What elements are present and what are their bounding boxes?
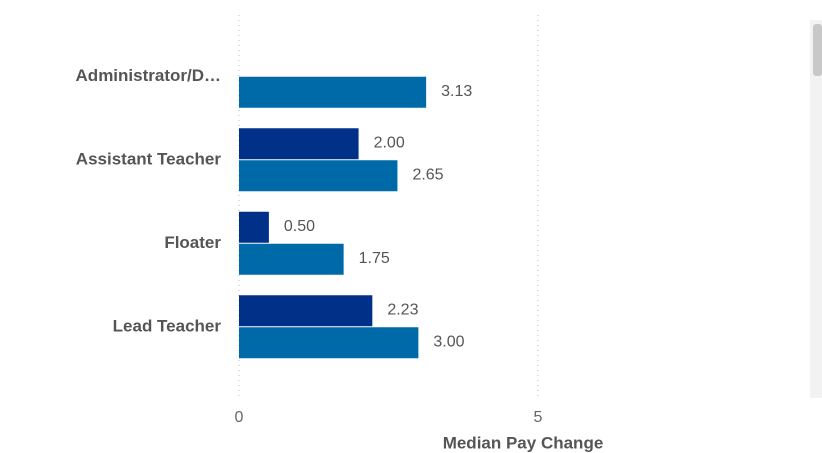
bar xyxy=(239,243,344,275)
category-label: Floater xyxy=(164,233,221,252)
category-label: Lead Teacher xyxy=(113,317,222,336)
x-axis-label: Median Pay Change xyxy=(443,433,604,452)
value-label: 0.50 xyxy=(284,218,315,235)
scrollbar-track[interactable] xyxy=(810,20,822,398)
value-label: 3.13 xyxy=(441,83,472,100)
x-tick-label: 5 xyxy=(533,409,542,426)
value-label: 1.75 xyxy=(359,250,390,267)
bar xyxy=(239,160,398,192)
value-label: 3.00 xyxy=(433,333,464,350)
value-label: 2.65 xyxy=(412,166,443,183)
bar xyxy=(239,295,373,327)
bar xyxy=(239,128,359,160)
scrollbar-thumb[interactable] xyxy=(813,24,822,76)
value-label: 2.23 xyxy=(387,301,418,318)
bar xyxy=(239,327,419,359)
category-label: Administrator/D… xyxy=(76,66,221,85)
category-label: Assistant Teacher xyxy=(76,150,222,169)
x-tick-label: 0 xyxy=(235,409,244,426)
bar xyxy=(239,211,269,243)
bar xyxy=(239,76,427,108)
value-label: 2.00 xyxy=(374,134,405,151)
